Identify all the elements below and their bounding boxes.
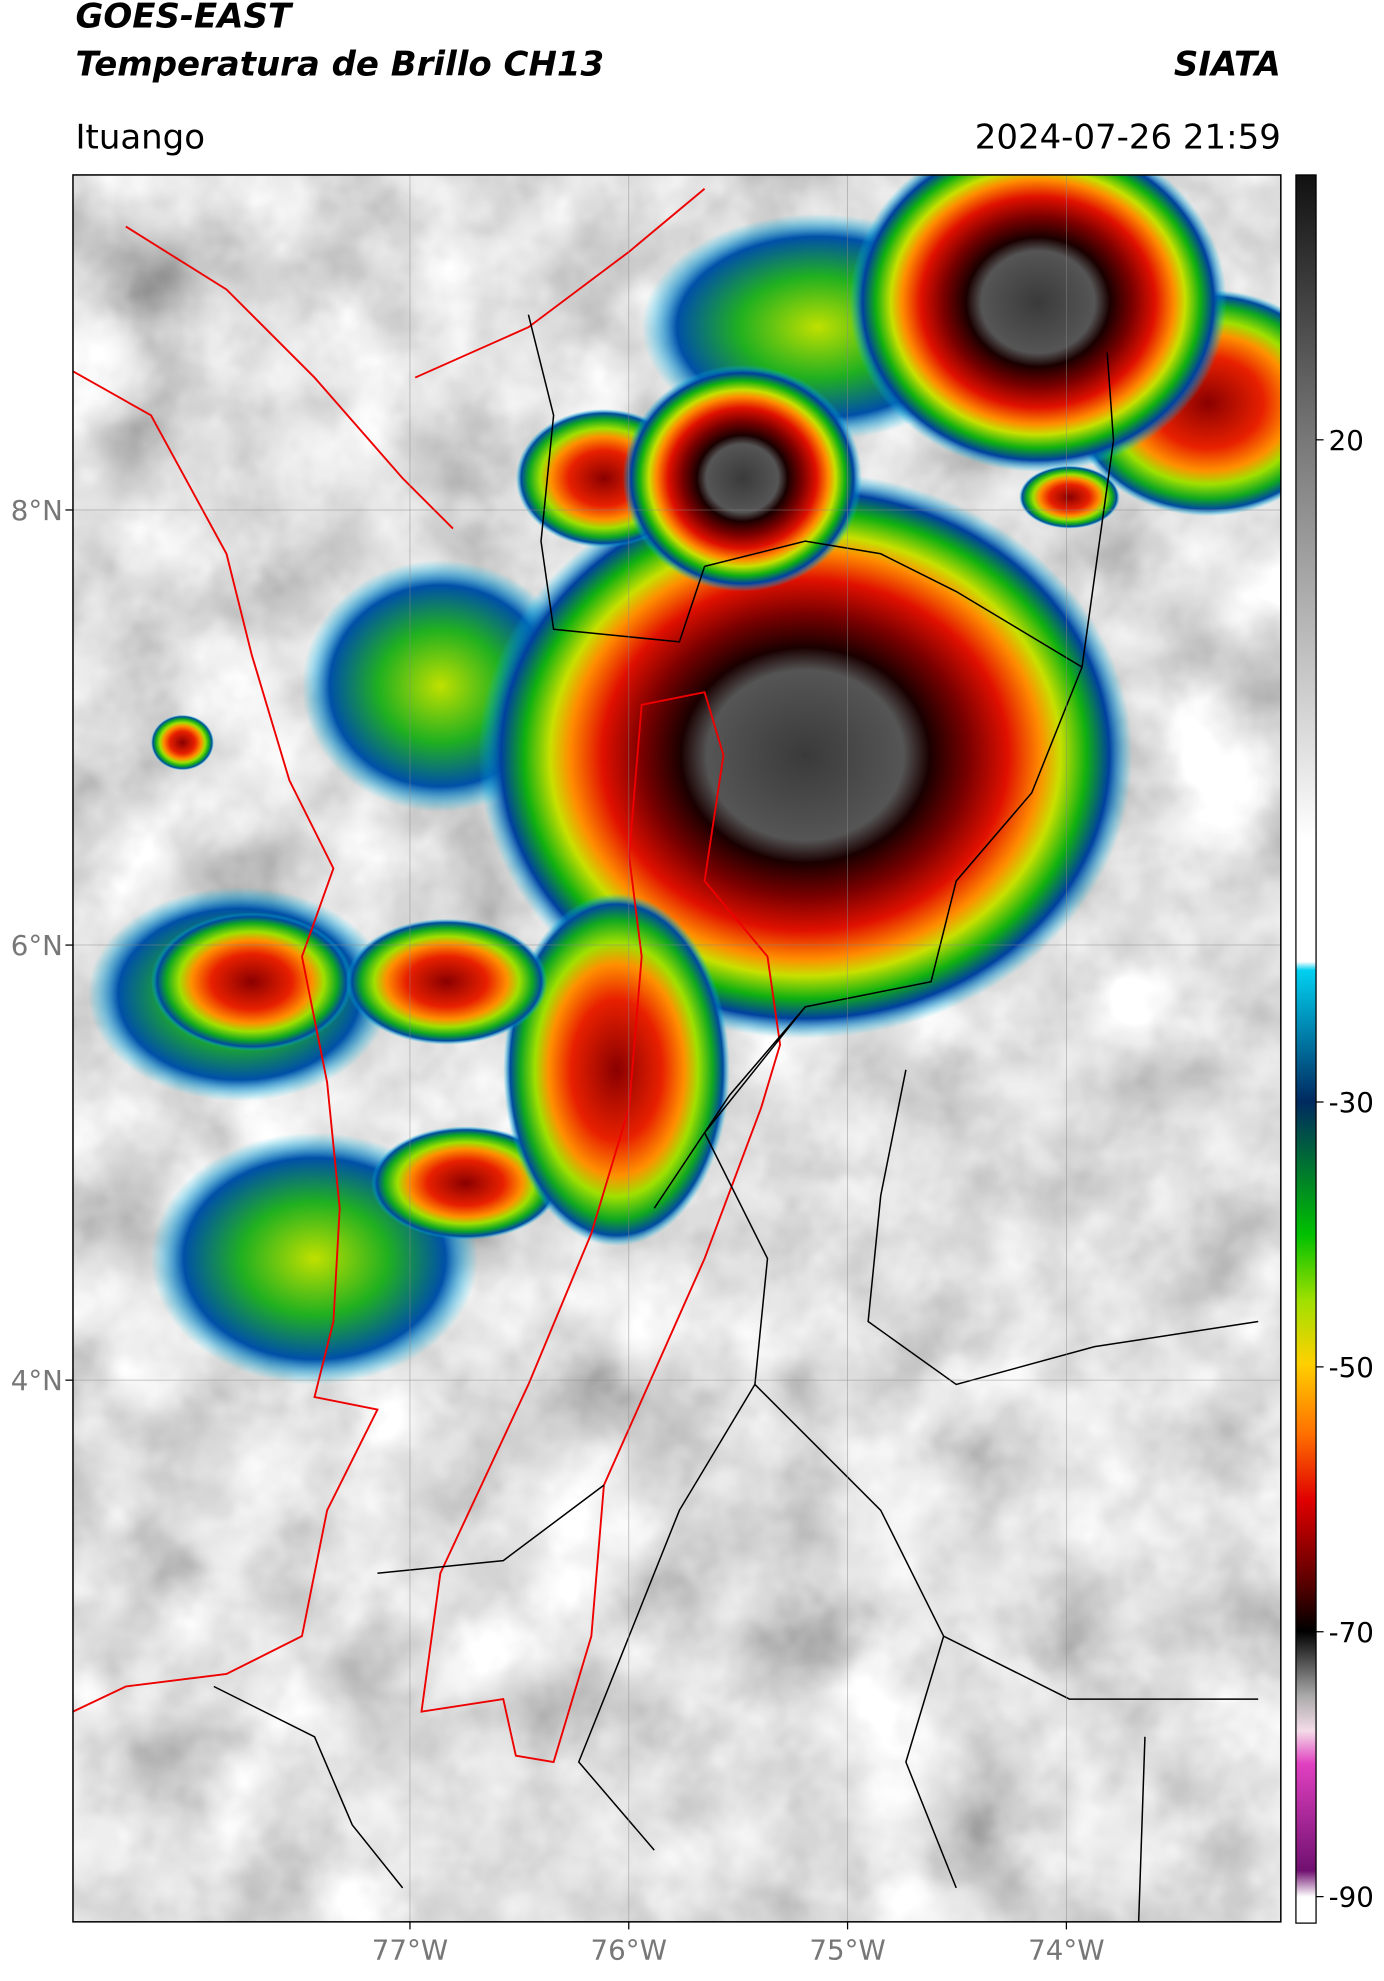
storm-core — [346, 918, 548, 1045]
x-tick-label: 76°W — [591, 1934, 667, 1967]
satellite-image — [72, 174, 1281, 1922]
x-tick-label: 74°W — [1028, 1934, 1104, 1967]
satellite-title: GOES-EAST — [75, 0, 293, 37]
cloud-cluster — [150, 714, 214, 771]
map-frame — [72, 174, 1282, 1923]
x-tick-label: 77°W — [372, 1934, 448, 1967]
colorbar — [1295, 174, 1317, 1924]
colorbar-tick-label: -90 — [1329, 1881, 1374, 1914]
storm-core — [622, 364, 862, 592]
product-title: Temperatura de Brillo CH13 — [75, 45, 604, 85]
colorbar-tick-label: 20 — [1329, 424, 1364, 457]
storm-core — [503, 893, 730, 1246]
agency-label: SIATA — [1174, 45, 1281, 85]
y-tick-label: 4°N — [11, 1364, 63, 1397]
cloud-cluster — [1019, 465, 1120, 529]
coastline — [72, 370, 379, 1713]
colorbar-ticks: 20 -30 -50 -70 -90 — [1316, 424, 1374, 1914]
admin-border — [213, 314, 1259, 1922]
cloud-cluster — [371, 1126, 560, 1240]
coastline — [125, 188, 706, 530]
x-tick-label: 75°W — [809, 1934, 885, 1967]
region-label: Ituango — [75, 118, 205, 158]
colorbar-tick-label: -30 — [1329, 1086, 1374, 1119]
colorbar-tick-label: -70 — [1329, 1616, 1374, 1649]
colorbar-tick-label: -50 — [1329, 1351, 1374, 1384]
datetime-label: 2024-07-26 21:59 — [975, 118, 1281, 158]
graticule: 77°W 76°W 75°W 74°W 8°N 6°N 4°N — [11, 174, 1281, 1967]
y-tick-label: 6°N — [11, 929, 63, 962]
y-tick-label: 8°N — [11, 494, 63, 527]
storm-core — [849, 174, 1227, 472]
department-border — [420, 691, 782, 1764]
storm-core — [478, 471, 1133, 1039]
cloud-cluster — [150, 912, 353, 1051]
